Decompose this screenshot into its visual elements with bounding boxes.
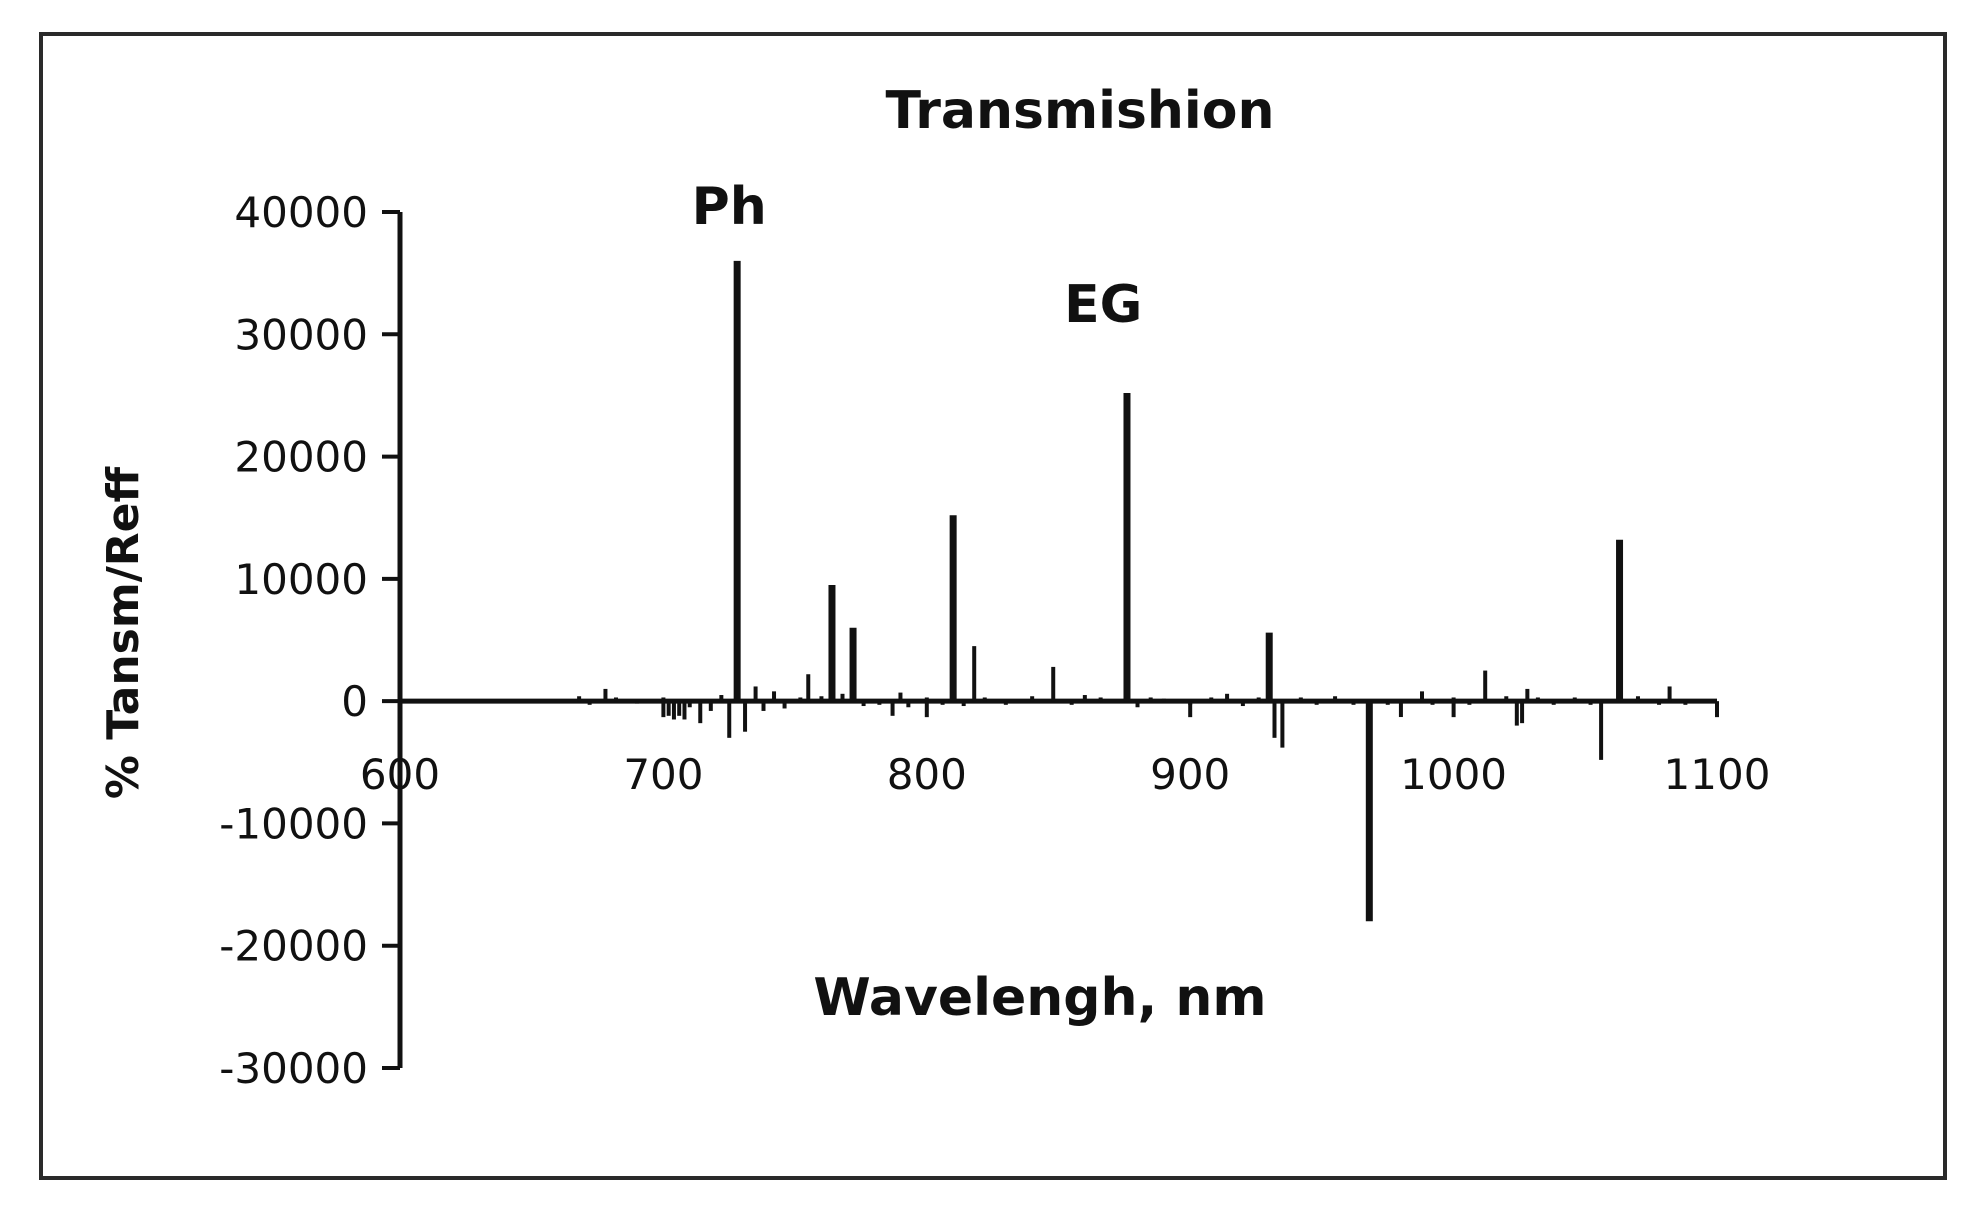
x-tick-label: 1100 (1664, 750, 1771, 799)
y-tick-label: -10000 (219, 799, 368, 848)
chart-frame (39, 32, 1947, 1180)
y-tick-label: 10000 (234, 555, 368, 604)
y-tick-label: -30000 (219, 1044, 368, 1093)
x-tick-label: 800 (887, 750, 967, 799)
x-tick-label: 600 (360, 750, 440, 799)
peak-annotations: Ph EG (692, 177, 1143, 335)
y-tick-label: 30000 (234, 310, 368, 359)
y-tick-label: 40000 (234, 188, 368, 237)
x-tick-label: 700 (623, 750, 703, 799)
y-tick-label: 0 (341, 677, 368, 726)
x-tick-label: 900 (1150, 750, 1230, 799)
peak-annotation-label: Ph (692, 177, 767, 237)
peak-annotation-label: EG (1064, 275, 1142, 335)
y-tick-label: -20000 (219, 922, 368, 971)
x-axis-label: Wavelengh, nm (813, 968, 1266, 1028)
spectrum-series (577, 260, 1688, 922)
chart-title: Transmishion (885, 81, 1274, 141)
y-axis: 40000 30000 20000 10000 0 -10000 -20000 -30000 (219, 188, 403, 1093)
y-tick-label: 20000 (234, 433, 368, 482)
x-axis: 600 700 800 900 1000 1100 (360, 698, 1771, 799)
x-tick-label: 1000 (1400, 750, 1507, 799)
y-axis-label: % Tansm/Reff (98, 466, 149, 800)
